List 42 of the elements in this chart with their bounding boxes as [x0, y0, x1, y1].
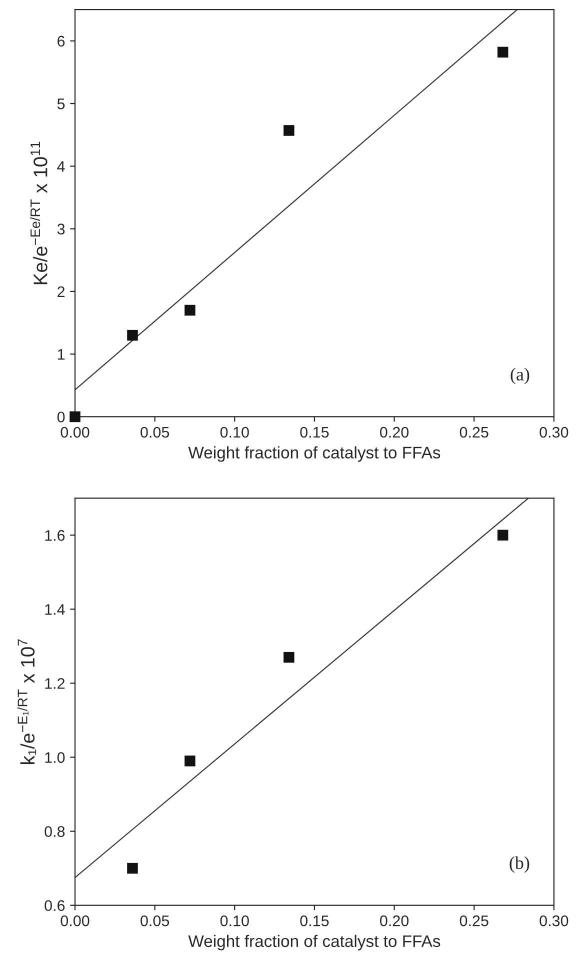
point: [284, 652, 294, 663]
x-tick-label: 0.00: [60, 426, 90, 438]
x-axis-title: Weight fraction of catalyst to FFAs: [188, 446, 440, 462]
x-axis-title: Weight fraction of catalyst to FFAs: [188, 934, 440, 950]
x-tick-label: 0.00: [60, 915, 90, 926]
y-axis-title: k₁/e$^{−E₁/RT}$ x 10$^{7}$: [17, 639, 36, 764]
x-tick-label: 0.05: [140, 915, 170, 926]
y-tick-label: 1.4: [45, 604, 65, 615]
x-tick-label: 0.30: [540, 915, 568, 926]
y-tick-label: 3: [57, 224, 65, 234]
y-tick-label: 0.8: [44, 826, 65, 837]
y-tick-label: 1.6: [45, 530, 65, 541]
y-axis-title: Ke/e$^{−Ee/RT}$ x 10$^{11}$: [30, 142, 48, 284]
y-tick-label: 5: [57, 98, 65, 110]
point: [127, 330, 138, 341]
annotation: (a): [510, 368, 530, 384]
x-tick-label: 0.10: [220, 915, 249, 926]
point: [497, 530, 508, 541]
x-tick-label: 0.30: [540, 426, 568, 438]
x-tick-label: 0.20: [380, 915, 409, 926]
x-tick-label: 0.05: [140, 426, 170, 438]
x-tick-label: 0.15: [300, 915, 329, 926]
y-tick-label: 0.6: [44, 900, 65, 911]
point: [70, 411, 80, 422]
y-tick-label: 0: [57, 412, 65, 422]
point: [497, 46, 508, 58]
x-tick-label: 0.25: [460, 426, 488, 438]
x-tick-label: 0.20: [380, 426, 409, 438]
y-tick-label: 2: [58, 286, 65, 297]
point: [127, 862, 138, 874]
x-tick-label: 0.10: [220, 426, 249, 438]
x-tick-label: 0.25: [460, 915, 488, 926]
y-tick-label: 1: [58, 349, 65, 360]
point: [284, 125, 294, 136]
y-tick-label: 6: [58, 36, 65, 47]
point: [184, 304, 196, 316]
y-tick-label: 1.2: [45, 678, 65, 689]
x-tick-label: 0.15: [300, 426, 329, 438]
y-tick-label: 1.0: [45, 752, 65, 763]
y-tick-label: 4: [57, 161, 65, 172]
annotation: (b): [510, 856, 530, 873]
point: [184, 756, 196, 766]
